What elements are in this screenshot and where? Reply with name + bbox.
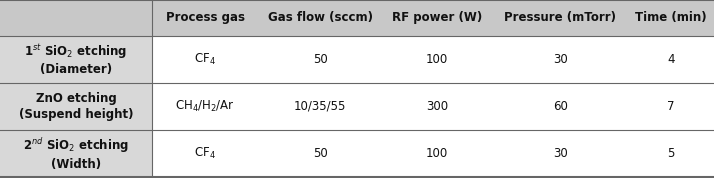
Text: 30: 30 (553, 147, 568, 160)
Text: 1$^{st}$ SiO$_2$ etching
(Diameter): 1$^{st}$ SiO$_2$ etching (Diameter) (24, 42, 128, 76)
Bar (381, 130, 493, 177)
Text: 100: 100 (426, 147, 448, 160)
Text: 60: 60 (553, 100, 568, 113)
Text: CF$_4$: CF$_4$ (194, 146, 216, 161)
Bar (258, 36, 381, 83)
Bar (493, 0, 628, 36)
Bar (628, 83, 714, 130)
Text: CF$_4$: CF$_4$ (194, 52, 216, 67)
Text: 2$^{nd}$ SiO$_2$ etching
(Width): 2$^{nd}$ SiO$_2$ etching (Width) (23, 136, 129, 171)
Bar (493, 36, 628, 83)
Text: 30: 30 (553, 53, 568, 66)
Text: Process gas: Process gas (166, 11, 245, 24)
Text: 300: 300 (426, 100, 448, 113)
Text: 5: 5 (667, 147, 675, 160)
Text: ZnO etching
(Suspend height): ZnO etching (Suspend height) (19, 92, 134, 121)
Bar (381, 0, 493, 36)
Text: 50: 50 (313, 147, 328, 160)
Bar (0, 0, 152, 36)
Text: Pressure (mTorr): Pressure (mTorr) (504, 11, 616, 24)
Bar (628, 130, 714, 177)
Bar (0, 36, 152, 83)
Text: 4: 4 (667, 53, 675, 66)
Text: 50: 50 (313, 53, 328, 66)
Bar (152, 0, 258, 36)
Bar (152, 83, 258, 130)
Text: 100: 100 (426, 53, 448, 66)
Bar (152, 130, 258, 177)
Text: CH$_4$/H$_2$/Ar: CH$_4$/H$_2$/Ar (175, 99, 235, 114)
Bar (258, 130, 381, 177)
Bar (493, 130, 628, 177)
Bar (381, 83, 493, 130)
Bar (152, 36, 258, 83)
Text: RF power (W): RF power (W) (392, 11, 482, 24)
Text: 10/35/55: 10/35/55 (294, 100, 346, 113)
Bar (628, 0, 714, 36)
Bar (381, 36, 493, 83)
Text: 7: 7 (667, 100, 675, 113)
Bar (0, 83, 152, 130)
Text: Gas flow (sccm): Gas flow (sccm) (268, 11, 373, 24)
Bar (493, 83, 628, 130)
Bar (628, 36, 714, 83)
Bar (0, 130, 152, 177)
Text: Time (min): Time (min) (635, 11, 707, 24)
Bar (258, 83, 381, 130)
Bar (258, 0, 381, 36)
